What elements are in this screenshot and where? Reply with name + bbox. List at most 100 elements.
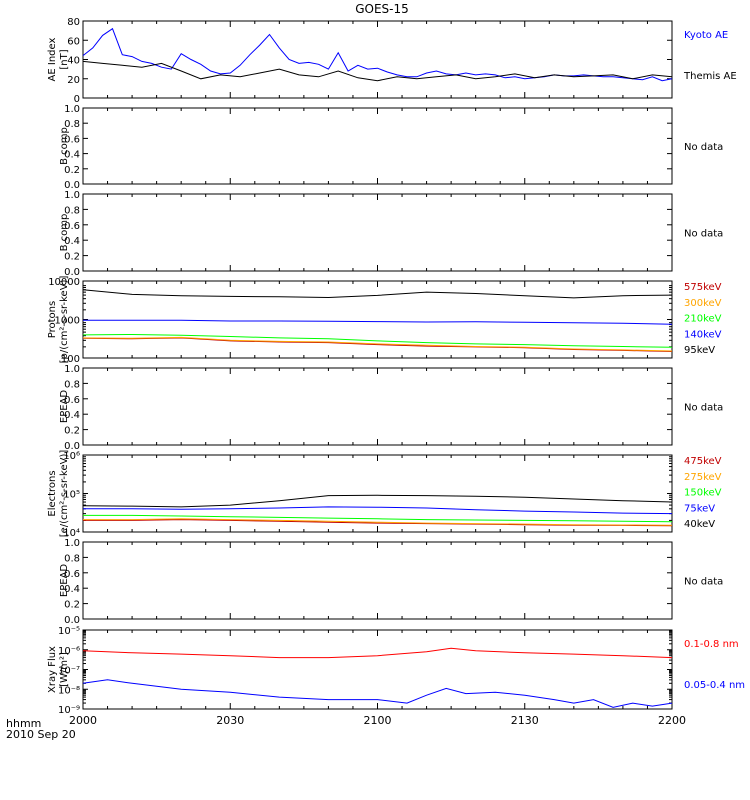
y-tick-label: 10⁴ xyxy=(63,528,80,539)
y-tick-label: 1.0 xyxy=(64,538,80,549)
legend-entry: 275keV xyxy=(684,472,722,483)
legend-entry: 475keV xyxy=(684,456,722,467)
legend-entry: Themis AE xyxy=(683,71,737,82)
y-axis-label: EPEAD xyxy=(59,564,70,598)
series-line-kyoto-ae xyxy=(82,27,673,82)
no-data-note: No data xyxy=(684,403,723,414)
panel-frame xyxy=(82,367,673,446)
x-tick-label: 2130 xyxy=(511,714,539,727)
y-axis-label: [p/(cm²-s-sr-keV)] xyxy=(59,276,70,364)
y-tick-label: 10⁻⁵ xyxy=(58,626,80,637)
y-tick-label: 10⁻⁹ xyxy=(58,705,80,716)
x-tick-label: 2200 xyxy=(658,714,686,727)
y-tick-label: 0.4 xyxy=(64,150,80,161)
y-tick-label: 0.2 xyxy=(64,252,80,263)
y-tick-label: 0.6 xyxy=(64,134,80,145)
y-tick-label: 10⁵ xyxy=(63,490,80,501)
y-tick-label: 1000 xyxy=(55,316,80,327)
y-tick-label: 20 xyxy=(67,75,80,86)
y-tick-label: 60 xyxy=(67,36,80,47)
panel-6: 10⁴ 10⁵ 10⁶ Electrons [e/(cm²-s-sr-keV)] 475k… xyxy=(47,450,722,539)
y-tick-label: 0.6 xyxy=(64,569,80,580)
y-tick-label: 0.0 xyxy=(64,267,80,278)
panel-frame xyxy=(82,280,673,359)
y-tick-label: 0.0 xyxy=(64,180,80,191)
legend-entry: 0.1-0.8 nm xyxy=(684,639,739,650)
legend-entry: Kyoto AE xyxy=(684,30,728,41)
y-tick-label: 0.6 xyxy=(64,395,80,406)
x-tick-label: 2100 xyxy=(364,714,392,727)
y-tick-label: 0.0 xyxy=(64,615,80,626)
y-tick-label: 80 xyxy=(67,17,80,28)
panel-5: 0.0 0.2 0.4 0.6 0.8 1.0 EPEAD No data xyxy=(59,364,723,452)
y-axis-label: B comp xyxy=(59,214,70,252)
series-line-210kev xyxy=(82,333,673,348)
panel-2: 0.0 0.2 0.4 0.6 0.8 1.0 B comp No data xyxy=(59,104,723,191)
no-data-note: No data xyxy=(684,142,723,153)
series-line-75kev xyxy=(83,506,673,515)
y-tick-label: 10000 xyxy=(48,277,80,288)
series-line-themis-ae xyxy=(82,60,673,82)
panel-1: 0 20 40 60 80 AE Index [nT] Kyoto AE Themis AE xyxy=(47,17,737,105)
legend-entry: 300keV xyxy=(684,298,722,309)
series-line-95kev xyxy=(82,289,673,299)
series-line-0-05-0-4-nm xyxy=(82,679,673,708)
series-line-40kev xyxy=(82,494,673,508)
y-tick-label: 0.4 xyxy=(64,236,80,247)
y-tick-label: 0.2 xyxy=(64,426,80,437)
y-tick-label: 10⁻⁸ xyxy=(58,685,80,696)
y-axis-label: [W/m²] xyxy=(59,652,70,687)
y-axis-label: [nT] xyxy=(59,49,70,69)
series-line-0-1-0-8-nm xyxy=(82,647,673,659)
no-data-note: No data xyxy=(684,229,723,240)
date-label: 2010 Sep 20 xyxy=(6,728,76,741)
time-format-label: hhmm xyxy=(6,717,41,730)
panel-frame xyxy=(82,629,673,710)
series-line-150kev xyxy=(83,514,673,523)
y-axis-label: Protons xyxy=(47,301,58,338)
y-tick-label: 0 xyxy=(74,94,80,105)
y-tick-label: 100 xyxy=(61,354,80,365)
y-tick-label: 0.8 xyxy=(64,119,80,130)
y-axis-label: EPEAD xyxy=(59,390,70,424)
y-tick-label: 0.4 xyxy=(64,410,80,421)
panel-frame xyxy=(82,107,673,185)
y-tick-label: 10⁻⁷ xyxy=(58,666,80,677)
y-tick-label: 0.2 xyxy=(64,165,80,176)
panel-7: 0.0 0.2 0.4 0.6 0.8 1.0 EPEAD No data xyxy=(59,538,723,626)
y-tick-label: 0.0 xyxy=(64,441,80,452)
panel-4: 100 1000 10000 Protons [p/(cm²-s-sr-keV)] 575… xyxy=(47,276,722,365)
y-axis-label: Electrons xyxy=(47,470,58,516)
y-axis-label: B comp xyxy=(59,127,70,165)
y-tick-label: 1.0 xyxy=(64,190,80,201)
y-tick-label: 0.8 xyxy=(64,205,80,216)
y-tick-label: 0.8 xyxy=(64,379,80,390)
legend-entry: 140keV xyxy=(684,329,722,340)
legend-entry: 150keV xyxy=(684,488,722,499)
panel-frame xyxy=(82,193,673,272)
y-tick-label: 10⁶ xyxy=(63,451,80,462)
legend-entry: 75keV xyxy=(684,503,715,514)
series-line-140kev xyxy=(83,319,673,325)
y-tick-label: 1.0 xyxy=(64,364,80,375)
series-line-275kev xyxy=(83,518,673,526)
y-axis-label: [e/(cm²-s-sr-keV)] xyxy=(59,450,70,538)
y-axis-label: AE Index xyxy=(47,37,58,81)
y-tick-label: 0.8 xyxy=(64,553,80,564)
legend-entry: 40keV xyxy=(684,519,715,530)
y-tick-label: 0.6 xyxy=(64,221,80,232)
legend-entry: 0.05-0.4 nm xyxy=(684,680,745,691)
y-axis-label: Xray Flux xyxy=(47,646,58,693)
y-tick-label: 10⁻⁶ xyxy=(58,646,80,657)
legend-entry: 210keV xyxy=(684,314,722,325)
series-line-300kev xyxy=(82,336,673,352)
y-tick-label: 1.0 xyxy=(64,104,80,115)
series-line-475kev xyxy=(83,519,673,527)
x-tick-label: 2030 xyxy=(216,714,244,727)
y-tick-label: 40 xyxy=(67,56,80,67)
no-data-note: No data xyxy=(684,577,723,588)
y-tick-label: 0.4 xyxy=(64,584,80,595)
legend-entry: 95keV xyxy=(684,345,715,356)
